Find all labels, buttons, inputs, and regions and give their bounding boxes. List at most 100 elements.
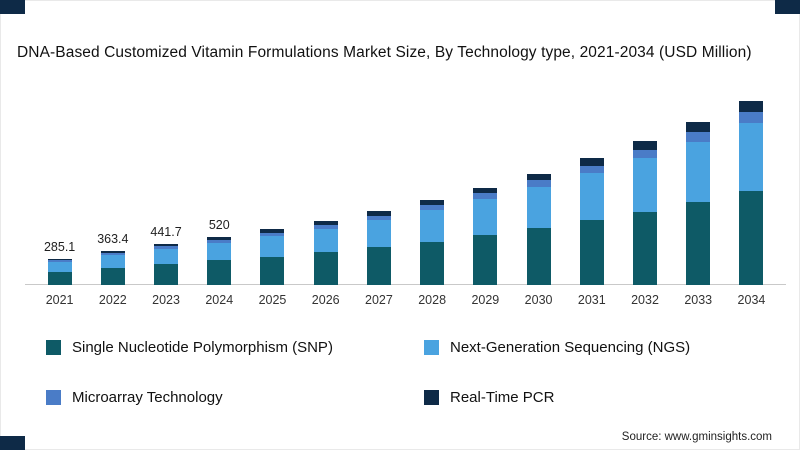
bar-segment-2026-3 bbox=[313, 224, 338, 229]
bar-segment-2032-3 bbox=[633, 149, 658, 159]
bar-value-label-2024: 520 bbox=[208, 217, 230, 232]
bar-segment-2026-1 bbox=[313, 252, 338, 285]
x-tick-label-2033: 2033 bbox=[684, 293, 713, 307]
bar-segment-2031-2 bbox=[579, 173, 604, 221]
bar-segment-2029-4 bbox=[473, 187, 498, 194]
x-tick-label-2028: 2028 bbox=[418, 293, 447, 307]
bar-segment-2026-2 bbox=[313, 228, 338, 253]
bar-segment-2028-4 bbox=[420, 200, 445, 206]
bar-column-2026: 2026 bbox=[299, 90, 352, 307]
bar-segment-2034-4 bbox=[739, 100, 764, 112]
bar-value-label-2022: 363.4 bbox=[97, 232, 129, 247]
bar-column-2034: 2034 bbox=[725, 90, 778, 307]
bar-segment-2033-4 bbox=[686, 122, 711, 132]
plot-area: 285.1 2021 363.4 2022 441.7 2023 520 2024 2025 20… bbox=[25, 90, 786, 307]
bar-segment-2027-1 bbox=[366, 247, 391, 285]
legend-item-2: Next-Generation Sequencing (NGS) bbox=[424, 339, 760, 356]
bar-value-label-2021: 285.1 bbox=[43, 239, 76, 254]
bar-segment-2028-1 bbox=[420, 241, 445, 285]
corner-accent-top-right bbox=[775, 0, 800, 14]
bar-segment-2021-4 bbox=[47, 258, 72, 261]
x-tick-label-2034: 2034 bbox=[737, 293, 766, 307]
bar-segment-2032-4 bbox=[633, 141, 658, 150]
bar-segment-2022-4 bbox=[100, 251, 125, 254]
bar-column-2028: 2028 bbox=[406, 90, 459, 307]
bar-column-2031: 2031 bbox=[565, 90, 618, 307]
bar-column-2033: 2033 bbox=[672, 90, 725, 307]
corner-accent-bottom-left bbox=[0, 436, 25, 450]
legend-label: Microarray Technology bbox=[72, 389, 223, 406]
bar-segment-2033-3 bbox=[686, 131, 711, 142]
bar-segment-2031-3 bbox=[579, 165, 604, 174]
bar-2027 bbox=[366, 211, 391, 285]
bar-value-label-2023: 441.7 bbox=[150, 225, 182, 239]
bar-segment-2023-3 bbox=[154, 246, 179, 249]
bar-segment-2021-1 bbox=[47, 271, 72, 285]
bar-segment-2031-1 bbox=[579, 220, 604, 285]
bar-segment-2021-3 bbox=[47, 260, 72, 262]
source-attribution: Source: www.gminsights.com bbox=[621, 431, 772, 443]
x-tick-label-2023: 2023 bbox=[152, 293, 180, 307]
bar-segment-2021-2 bbox=[47, 261, 72, 272]
bar-segment-2032-2 bbox=[633, 158, 658, 212]
x-tick-label-2031: 2031 bbox=[577, 293, 606, 307]
bar-2031 bbox=[579, 158, 604, 285]
bar-segment-2029-2 bbox=[473, 199, 498, 236]
x-tick-label-2029: 2029 bbox=[471, 293, 500, 307]
bar-column-2023: 441.7 2023 bbox=[139, 90, 192, 307]
bar-segment-2029-1 bbox=[473, 235, 498, 285]
bar-segment-2034-3 bbox=[739, 111, 764, 123]
bar-column-2027: 2027 bbox=[352, 90, 405, 307]
bar-2034 bbox=[739, 100, 764, 285]
bar-2026 bbox=[313, 220, 338, 285]
x-axis-line bbox=[25, 284, 786, 285]
bar-segment-2024-4 bbox=[207, 236, 232, 240]
bar-segment-2025-4 bbox=[260, 229, 285, 233]
legend-swatch-icon bbox=[46, 390, 61, 405]
x-tick-label-2025: 2025 bbox=[258, 293, 287, 307]
bar-segment-2025-3 bbox=[260, 232, 285, 236]
bar-segment-2030-3 bbox=[526, 180, 551, 187]
x-tick-label-2022: 2022 bbox=[98, 293, 127, 307]
legend-item-4: Real-Time PCR bbox=[424, 389, 760, 406]
bar-2021 bbox=[47, 258, 72, 285]
bar-segment-2033-1 bbox=[686, 201, 711, 285]
bar-column-2024: 520 2024 bbox=[193, 90, 246, 307]
legend-label: Next-Generation Sequencing (NGS) bbox=[450, 339, 691, 356]
bar-segment-2022-1 bbox=[100, 267, 125, 285]
bar-2032 bbox=[633, 141, 658, 285]
bar-2029 bbox=[473, 187, 498, 285]
bar-segment-2034-2 bbox=[739, 122, 764, 191]
bar-segment-2026-4 bbox=[313, 220, 338, 225]
bar-segment-2034-1 bbox=[739, 191, 764, 285]
bar-segment-2022-3 bbox=[100, 253, 125, 256]
bar-segment-2024-2 bbox=[207, 242, 232, 261]
bar-segment-2024-3 bbox=[207, 239, 232, 243]
bar-segment-2028-3 bbox=[420, 205, 445, 211]
bar-segment-2029-3 bbox=[473, 193, 498, 200]
legend-label: Real-Time PCR bbox=[450, 389, 555, 406]
bar-segment-2027-3 bbox=[366, 215, 391, 221]
bar-column-2025: 2025 bbox=[246, 90, 299, 307]
bar-2030 bbox=[526, 173, 551, 285]
bar-column-2032: 2032 bbox=[618, 90, 671, 307]
bar-segment-2030-1 bbox=[526, 228, 551, 285]
bar-2024 bbox=[207, 236, 232, 285]
legend-item-3: Microarray Technology bbox=[46, 389, 424, 406]
bar-segment-2025-1 bbox=[260, 256, 285, 285]
legend-swatch-icon bbox=[424, 340, 439, 355]
bar-column-2021: 285.1 2021 bbox=[33, 90, 86, 307]
bar-2028 bbox=[420, 200, 445, 285]
x-tick-label-2032: 2032 bbox=[631, 293, 659, 307]
bar-segment-2024-1 bbox=[207, 260, 232, 285]
bar-column-2022: 363.4 2022 bbox=[86, 90, 139, 307]
bar-segment-2023-1 bbox=[154, 264, 179, 285]
bar-segment-2027-4 bbox=[366, 211, 391, 216]
bar-segment-2033-2 bbox=[686, 141, 711, 202]
bar-segment-2023-2 bbox=[154, 248, 179, 265]
bar-2023 bbox=[154, 244, 179, 285]
legend-label: Single Nucleotide Polymorphism (SNP) bbox=[72, 339, 333, 356]
legend: Single Nucleotide Polymorphism (SNP) Next… bbox=[46, 339, 760, 406]
x-tick-label-2024: 2024 bbox=[205, 293, 234, 307]
bar-column-2029: 2029 bbox=[459, 90, 512, 307]
